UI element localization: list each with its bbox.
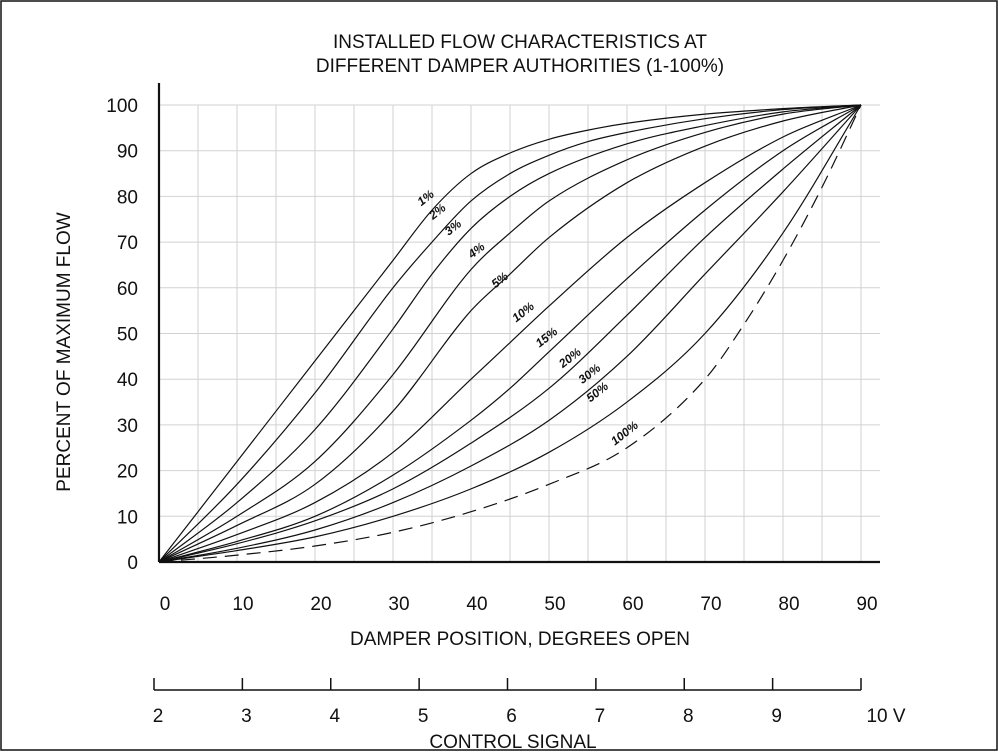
x-tick-label: 10 — [232, 594, 253, 615]
y-tick-label: 40 — [117, 370, 138, 391]
y-tick-label: 100 — [106, 96, 138, 117]
control-signal-tick-label: 8 — [683, 706, 694, 727]
series-line-30pct — [158, 104, 862, 563]
x-tick-label: 60 — [622, 594, 643, 615]
control-signal-tick-label: 6 — [506, 706, 517, 727]
x-tick-label: 80 — [778, 594, 799, 615]
control-signal-scale: 2 3 4 5 6 7 8 9 10 V — [153, 678, 906, 727]
series-line-3pct — [158, 104, 862, 563]
x-tick-label: 20 — [310, 594, 331, 615]
control-signal-tick-label: 10 V — [866, 706, 905, 727]
series-line-50pct — [158, 104, 862, 563]
y-tick-label: 10 — [117, 507, 138, 528]
x-tick-label: 90 — [856, 594, 877, 615]
x-tick-label: 30 — [388, 594, 409, 615]
control-signal-tick-label: 9 — [771, 706, 782, 727]
y-tick-label: 50 — [117, 325, 138, 346]
y-tick-label: 30 — [117, 416, 138, 437]
series-line-20pct — [158, 104, 862, 563]
y-tick-label: 0 — [127, 553, 138, 574]
chart-title-line-2: DIFFERENT DAMPER AUTHORITIES (1-100%) — [316, 56, 724, 77]
x-tick-label: 0 — [160, 594, 171, 615]
control-signal-tick-label: 7 — [595, 706, 606, 727]
y-tick-label: 20 — [117, 462, 138, 483]
series-line-2pct — [158, 104, 862, 563]
control-signal-tick-label: 3 — [241, 706, 252, 727]
y-tick-label: 70 — [117, 233, 138, 254]
series-lines — [158, 104, 862, 563]
series-line-1pct — [158, 104, 862, 563]
control-signal-tick-label: 5 — [418, 706, 429, 727]
x-axis-label: DAMPER POSITION, DEGREES OPEN — [350, 629, 690, 650]
series-line-10pct — [158, 104, 862, 563]
tick-labels: 0 10 20 30 40 50 60 70 80 90 100 0 10 20 30 40 50 60 70 80 9… — [106, 96, 877, 615]
chart-title-line-1: INSTALLED FLOW CHARACTERISTICS AT — [333, 32, 707, 53]
series-line-4pct — [158, 104, 862, 563]
y-axis-label: PERCENT OF MAXIMUM FLOW — [54, 212, 75, 491]
x-tick-label: 70 — [700, 594, 721, 615]
control-signal-label: CONTROL SIGNAL — [429, 732, 596, 751]
x-tick-label: 50 — [544, 594, 565, 615]
control-signal-tick-label: 2 — [153, 706, 164, 727]
control-signal-tick-label: 4 — [329, 706, 340, 727]
series-line-100pct — [158, 104, 862, 563]
series-line-5pct — [158, 104, 862, 563]
axes — [157, 83, 880, 564]
series-line-15pct — [158, 104, 862, 563]
y-tick-label: 80 — [117, 187, 138, 208]
y-tick-label: 90 — [117, 142, 138, 163]
y-tick-label: 60 — [117, 279, 138, 300]
x-tick-label: 40 — [466, 594, 487, 615]
